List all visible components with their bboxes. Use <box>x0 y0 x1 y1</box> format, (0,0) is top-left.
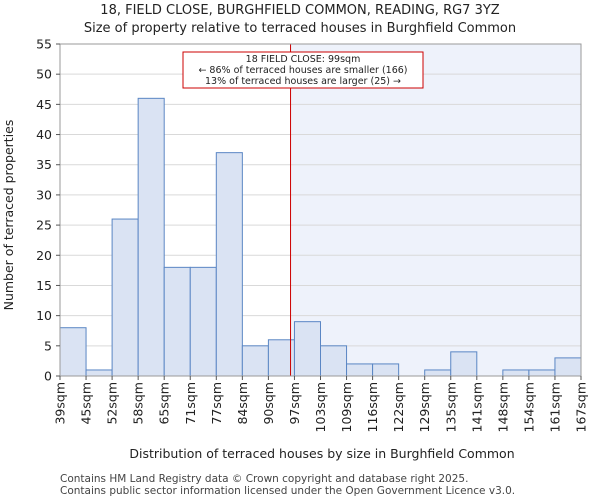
histogram-bar <box>189 266 217 377</box>
x-tick-label: 77sqm <box>209 382 224 425</box>
y-tick-label: 35 <box>36 157 52 172</box>
y-tick-label: 25 <box>36 218 52 233</box>
x-tick-label: 71sqm <box>183 382 198 425</box>
x-tick-label: 39sqm <box>53 382 68 425</box>
histogram-bar <box>372 363 400 377</box>
highlight-region <box>290 44 581 376</box>
y-tick-label: 40 <box>36 127 52 142</box>
chart-title: 18, FIELD CLOSE, BURGHFIELD COMMON, READ… <box>100 3 499 18</box>
annotation-line-1: 18 FIELD CLOSE: 99sqm <box>246 54 361 65</box>
y-tick-label: 45 <box>36 97 52 112</box>
histogram-bar <box>241 345 269 377</box>
x-tick-label: 154sqm <box>521 382 536 432</box>
x-tick-label: 109sqm <box>339 382 354 432</box>
x-tick-label: 167sqm <box>574 382 589 432</box>
y-tick-label: 20 <box>36 248 52 263</box>
histogram-bar <box>137 97 165 377</box>
x-axis-label: Distribution of terraced houses by size … <box>129 446 514 461</box>
histogram-bar <box>59 327 87 377</box>
histogram-bar <box>320 345 348 377</box>
histogram-bar <box>554 357 582 377</box>
annotation-box: 18 FIELD CLOSE: 99sqm ← 86% of terraced … <box>182 51 424 89</box>
x-tick-label: 52sqm <box>105 382 120 425</box>
x-tick-label: 58sqm <box>131 382 146 425</box>
histogram-bar <box>424 369 452 377</box>
y-tick-label: 15 <box>36 278 52 293</box>
footer-line-1: Contains HM Land Registry data © Crown c… <box>60 473 468 485</box>
x-tick-layer: 39sqm 45sqm 52sqm 58sqm 65sqm 71sqm 77sqm 84sqm… <box>53 376 589 432</box>
y-tick-label: 0 <box>44 369 52 384</box>
histogram-bar <box>293 321 322 377</box>
annotation-line-3: 13% of terraced houses are larger (25) → <box>205 76 401 87</box>
x-tick-label: 116sqm <box>365 382 380 432</box>
y-tick-label: 10 <box>36 308 52 323</box>
annotation-line-2: ← 86% of terraced houses are smaller (16… <box>198 65 407 76</box>
x-tick-label: 90sqm <box>261 382 276 425</box>
y-tick-label: 55 <box>36 37 52 52</box>
annotation-border <box>182 51 424 89</box>
histogram-bar <box>111 218 139 377</box>
histogram-bar <box>528 369 556 377</box>
y-tick-layer: 0 5 10 15 20 25 30 35 40 45 50 55 <box>36 37 60 384</box>
histogram-bar <box>163 266 191 377</box>
x-tick-label: 103sqm <box>313 382 328 432</box>
x-tick-label: 141sqm <box>469 382 484 432</box>
x-tick-label: 135sqm <box>443 382 458 432</box>
x-tick-label: 161sqm <box>547 382 562 432</box>
x-tick-label: 45sqm <box>79 382 94 425</box>
y-axis-label: Number of terraced properties <box>1 120 16 311</box>
y-tick-label: 30 <box>36 187 52 202</box>
bar-layer <box>59 97 582 377</box>
x-tick-label: 65sqm <box>157 382 172 425</box>
footer-line-2: Contains public sector information licen… <box>60 485 515 497</box>
y-tick-label: 50 <box>36 67 52 82</box>
histogram-bar <box>502 369 530 377</box>
y-tick-label: 5 <box>44 338 52 353</box>
x-tick-label: 129sqm <box>417 382 432 432</box>
histogram-bar <box>85 369 113 377</box>
x-tick-label: 97sqm <box>287 382 302 425</box>
histogram-bar <box>346 363 374 377</box>
x-tick-label: 148sqm <box>495 382 510 432</box>
histogram-bar <box>450 351 478 377</box>
x-tick-label: 122sqm <box>391 382 406 432</box>
x-tick-label: 84sqm <box>235 382 250 425</box>
histogram-bar <box>215 152 243 377</box>
chart-subtitle: Size of property relative to terraced ho… <box>84 21 516 36</box>
